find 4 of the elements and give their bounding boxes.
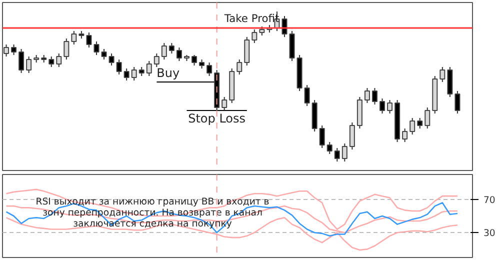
y-tick-label: 70 xyxy=(484,194,496,206)
ref-line-label: Stop Loss xyxy=(188,112,246,126)
y-tick-label: 30 xyxy=(484,228,496,240)
ref-line-label: Buy xyxy=(156,66,180,80)
